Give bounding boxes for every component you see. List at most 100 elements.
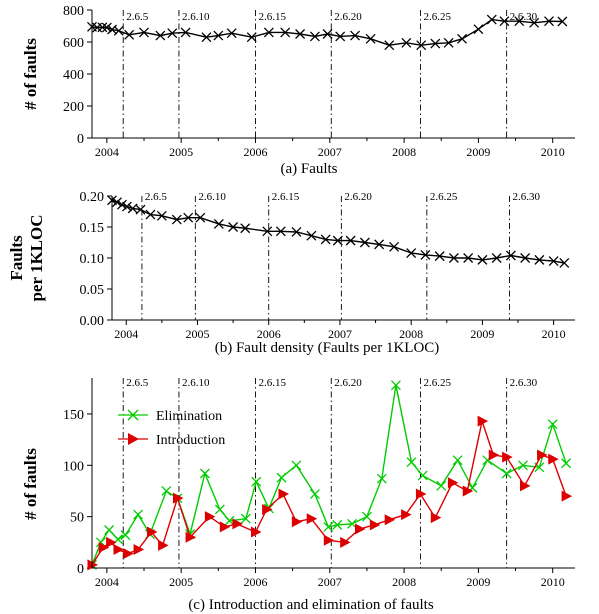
data-point-x <box>133 509 144 520</box>
panel-b-release-lines: 2.6.5 2.6.10 2.6.15 2.6.20 2.6.25 2.6.30 <box>141 191 540 320</box>
data-point-x <box>156 210 167 221</box>
release-label: 2.6.25 <box>430 191 458 203</box>
data-point-x <box>505 250 516 261</box>
data-point-x <box>228 222 239 232</box>
panel-a-ylabel: # of faults <box>21 38 40 110</box>
release-label: 2.6.15 <box>258 11 286 23</box>
data-point-x <box>477 254 488 265</box>
panel-c-caption: (c) Introduction and elimination of faul… <box>188 597 434 613</box>
panel-b-y-ticks: 0.00 0.05 0.10 0.15 0.20 <box>80 190 112 329</box>
data-point-x <box>120 530 131 541</box>
data-point-x <box>251 476 262 487</box>
data-point-x <box>365 33 376 44</box>
data-point-x <box>214 504 225 515</box>
data-point-x <box>457 33 468 44</box>
legend-elimination-marker <box>127 409 139 421</box>
data-point-triangle <box>172 492 184 504</box>
data-point-triangle <box>98 541 110 553</box>
data-point-x <box>121 201 132 212</box>
data-point-x <box>384 40 395 51</box>
x-tick-label: 2008 <box>392 575 416 589</box>
data-point-triangle <box>355 523 366 535</box>
release-label: 2.6.5 <box>126 377 149 389</box>
data-point-x <box>350 30 361 41</box>
data-point-x <box>276 472 287 483</box>
panel-c-ylabel: # of faults <box>21 448 40 520</box>
x-tick-label: 2005 <box>169 145 193 159</box>
release-label: 2.6.20 <box>334 377 362 389</box>
data-point-triangle <box>447 477 459 489</box>
panel-a-x-ticks: 2004 2005 2006 2007 2008 2009 2010 <box>95 138 565 159</box>
data-point-triangle <box>146 526 158 538</box>
legend-introduction: Introduction <box>118 433 225 448</box>
y-tick-label: 600 <box>63 36 84 51</box>
data-point-x <box>335 31 346 42</box>
data-point-triangle <box>415 488 427 500</box>
data-point-triangle <box>232 518 243 530</box>
x-tick-label: 2010 <box>542 327 566 341</box>
data-point-x <box>101 22 112 33</box>
x-tick-label: 2009 <box>466 145 490 159</box>
data-point-x <box>557 16 568 27</box>
data-point-x <box>534 254 545 265</box>
data-point-x <box>547 419 558 430</box>
data-point-x <box>436 480 447 491</box>
y-tick-label: 0 <box>77 132 84 147</box>
data-point-x <box>113 25 124 36</box>
data-point-x <box>463 253 474 263</box>
y-tick-label: 0.20 <box>80 190 105 205</box>
release-label: 2.6.20 <box>344 191 372 203</box>
release-label: 2.6.15 <box>272 191 300 203</box>
legend-elimination: Elimination <box>118 409 222 424</box>
release-label: 2.6.30 <box>512 191 540 203</box>
data-point-x <box>345 235 356 246</box>
release-label: 2.6.20 <box>334 11 362 23</box>
data-point-x <box>199 468 210 479</box>
data-point-x <box>275 226 286 237</box>
panel-b-ylabel-line2: per 1KLOC <box>27 214 46 301</box>
data-point-x <box>376 473 387 484</box>
x-tick-label: 2008 <box>399 327 423 341</box>
data-point-x <box>309 31 320 42</box>
y-tick-label: 50 <box>70 511 84 526</box>
data-point-x <box>213 30 224 41</box>
x-tick-label: 2006 <box>257 327 281 341</box>
data-point-x <box>180 27 191 38</box>
data-point-x <box>124 29 135 40</box>
series-line-faults <box>91 18 563 46</box>
data-point-triangle <box>561 490 573 502</box>
legend-elimination-label: Elimination <box>156 409 222 424</box>
data-point-x <box>213 218 224 229</box>
release-label: 2.6.5 <box>145 191 168 203</box>
data-point-x <box>491 253 502 263</box>
data-point-triangle <box>123 548 134 560</box>
y-tick-label: 0 <box>77 562 84 577</box>
data-point-triangle <box>87 559 98 571</box>
data-point-x <box>518 460 528 471</box>
data-point-triangle <box>462 485 474 497</box>
panel-a-series <box>87 14 568 51</box>
x-tick-label: 2004 <box>114 327 138 341</box>
data-point-x <box>295 29 306 39</box>
data-point-triangle <box>204 511 216 523</box>
data-point-triangle <box>113 544 125 556</box>
data-point-x <box>226 28 237 39</box>
data-point-x <box>171 214 182 225</box>
x-tick-label: 2004 <box>95 145 119 159</box>
data-point-triangle <box>219 521 231 533</box>
data-point-x <box>389 241 400 252</box>
panel-b-series <box>107 195 570 268</box>
data-point-x <box>291 227 302 237</box>
release-label: 2.6.25 <box>423 377 451 389</box>
x-tick-label: 2009 <box>466 575 490 589</box>
data-point-x <box>499 16 510 27</box>
x-tick-label: 2004 <box>95 575 119 589</box>
data-point-x <box>127 203 138 214</box>
panel-a-y-ticks: 0 200 400 600 800 <box>63 4 92 147</box>
panel-c-y-ticks: 0 50 100 150 <box>63 408 92 577</box>
data-point-x <box>406 457 417 468</box>
data-point-x <box>332 235 343 246</box>
x-tick-label: 2007 <box>318 575 342 589</box>
data-point-x <box>406 248 417 258</box>
